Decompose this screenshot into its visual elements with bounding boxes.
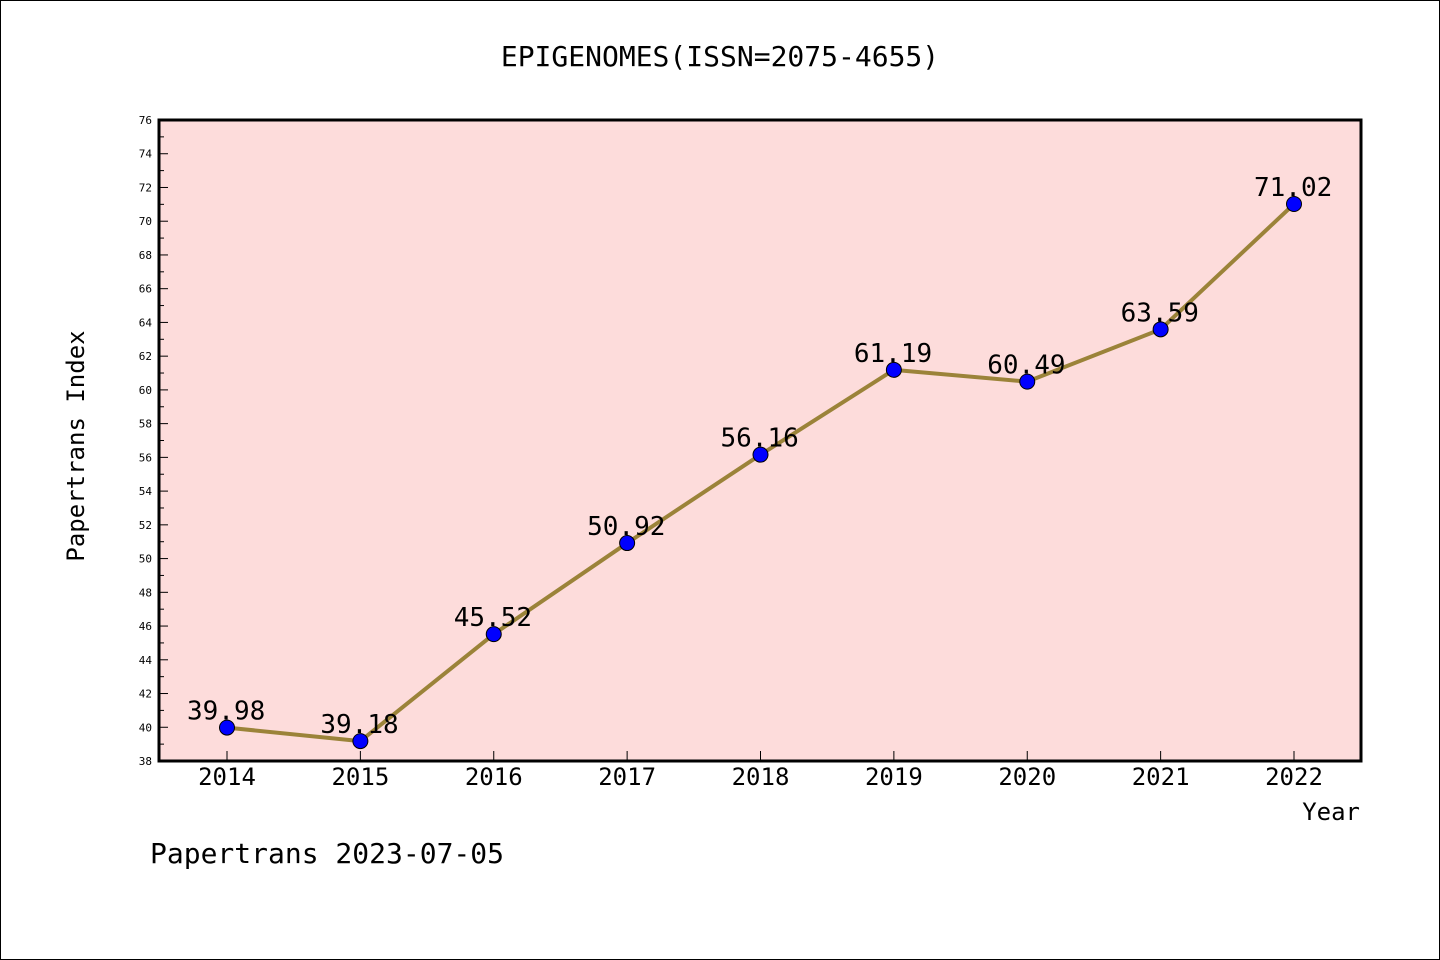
x-tick-label: 2016 bbox=[465, 763, 523, 791]
x-tick-label: 2017 bbox=[598, 763, 656, 791]
y-tick-label: 44 bbox=[139, 654, 153, 667]
data-point bbox=[1286, 196, 1302, 213]
data-label: 63.59 bbox=[1121, 298, 1199, 328]
y-tick-label: 54 bbox=[139, 485, 153, 498]
x-tick-label: 2019 bbox=[865, 763, 923, 791]
y-tick-label: 40 bbox=[139, 721, 152, 734]
y-tick-label: 68 bbox=[139, 249, 152, 262]
x-tick-label: 2015 bbox=[331, 763, 389, 791]
data-label: 56.16 bbox=[721, 424, 799, 454]
y-axis-ticks: 38 40 42 44 46 48 50 52 54 56 58 60 62 64 66 68 70 72 74 76 bbox=[139, 114, 168, 768]
y-tick-label: 74 bbox=[139, 148, 153, 161]
data-label: 61.19 bbox=[854, 339, 932, 369]
y-tick-label: 56 bbox=[139, 451, 152, 464]
y-tick-label: 76 bbox=[139, 114, 152, 127]
x-tick-label: 2022 bbox=[1265, 763, 1323, 791]
plot-area bbox=[157, 118, 1363, 763]
y-tick-label: 60 bbox=[139, 384, 152, 397]
y-tick-label: 48 bbox=[139, 586, 152, 599]
x-axis-ticks: 2014 2015 2016 2017 2018 2019 2020 2021 2022 bbox=[198, 751, 1323, 791]
data-point bbox=[219, 719, 235, 736]
x-tick-label: 2020 bbox=[998, 763, 1056, 791]
data-point bbox=[619, 535, 636, 552]
data-point bbox=[885, 361, 902, 378]
chart-title: EPIGENOMES(ISSN=2075-4655) bbox=[501, 40, 939, 73]
y-tick-label: 38 bbox=[139, 755, 152, 768]
y-tick-label: 70 bbox=[139, 215, 152, 228]
data-label: 50.92 bbox=[587, 512, 665, 542]
data-point bbox=[1019, 373, 1036, 390]
data-label: 45.52 bbox=[454, 603, 532, 633]
x-axis-label: Year bbox=[1302, 798, 1360, 826]
data-point bbox=[352, 733, 369, 750]
data-label: 71.02 bbox=[1254, 173, 1332, 203]
y-tick-label: 50 bbox=[139, 553, 152, 566]
data-markers bbox=[219, 196, 1302, 750]
x-tick-label: 2021 bbox=[1132, 763, 1190, 791]
y-tick-label: 72 bbox=[139, 181, 152, 194]
y-axis-label: Papertrans Index bbox=[62, 330, 90, 561]
y-tick-label: 58 bbox=[139, 418, 152, 431]
footer-text: Papertrans 2023-07-05 bbox=[150, 837, 504, 870]
x-tick-label: 2018 bbox=[732, 763, 790, 791]
data-label: 39.18 bbox=[320, 710, 398, 740]
x-tick-label: 2014 bbox=[198, 763, 256, 791]
y-tick-label: 52 bbox=[139, 519, 152, 532]
y-tick-label: 64 bbox=[139, 316, 153, 329]
data-point bbox=[1152, 321, 1169, 338]
data-point bbox=[752, 446, 769, 463]
data-label: 39.98 bbox=[187, 697, 265, 727]
data-label: 60.49 bbox=[987, 351, 1065, 381]
y-tick-label: 62 bbox=[139, 350, 152, 363]
data-point bbox=[485, 626, 502, 643]
y-tick-label: 46 bbox=[139, 620, 152, 633]
data-labels: 39.98 39.18 45.52 50.92 56.16 61.19 60.49 63.59… bbox=[187, 173, 1332, 740]
y-tick-label: 66 bbox=[139, 283, 152, 296]
y-tick-label: 42 bbox=[139, 688, 152, 701]
